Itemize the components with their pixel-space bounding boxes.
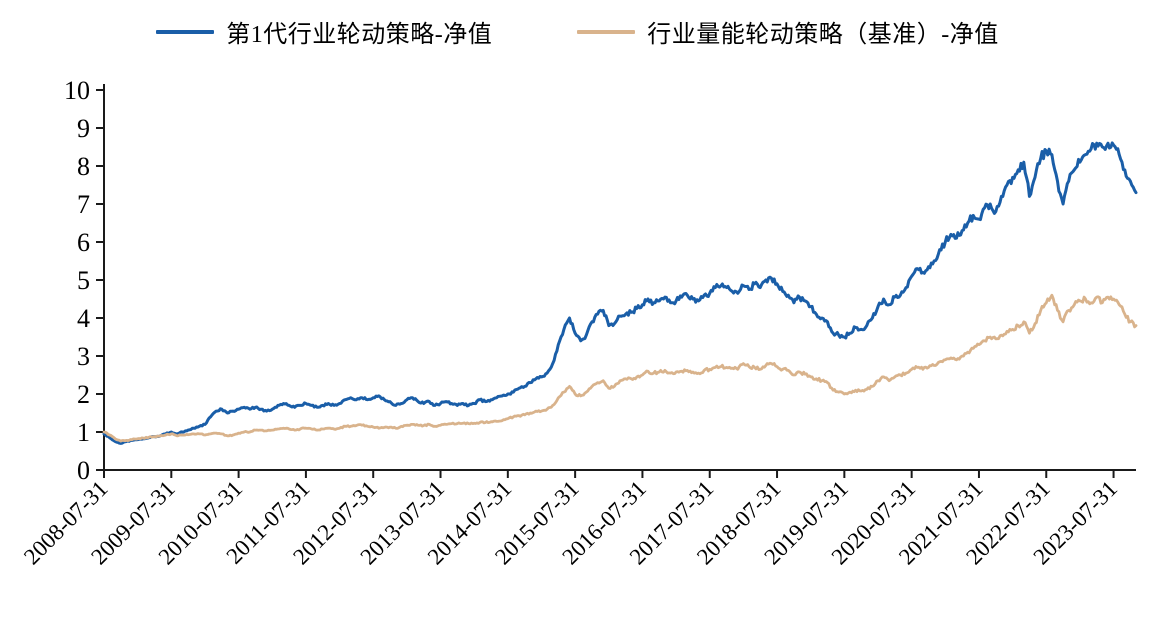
series-line-benchmark [102,293,1138,443]
y-axis-tick-label: 3 [77,342,90,371]
y-axis-tick-label: 1 [77,418,90,447]
y-axis-tick-label: 9 [77,114,90,143]
y-axis-tick-label: 8 [77,152,90,181]
legend: 第1代行业轮动策略-净值 行业量能轮动策略（基准）-净值 [0,14,1155,49]
legend-label-gen1: 第1代行业轮动策略-净值 [226,22,493,48]
y-axis-tick-label: 4 [77,304,90,333]
y-axis-tick-label: 0 [77,456,90,485]
y-axis-tick-label: 7 [77,190,90,219]
legend-line-swatch-benchmark [577,29,636,34]
y-axis-tick-label: 10 [64,76,90,105]
legend-label-benchmark: 行业量能轮动策略（基准）-净值 [647,22,999,48]
y-axis-tick-label: 2 [77,380,90,409]
legend-line-swatch-gen1 [156,29,215,34]
legend-item-gen1: 第1代行业轮动策略-净值 [156,14,492,49]
legend-item-benchmark: 行业量能轮动策略（基准）-净值 [577,14,999,49]
y-axis-tick-label: 6 [77,228,90,257]
y-axis-tick-label: 5 [77,266,90,295]
series-line-gen1 [102,141,1138,445]
